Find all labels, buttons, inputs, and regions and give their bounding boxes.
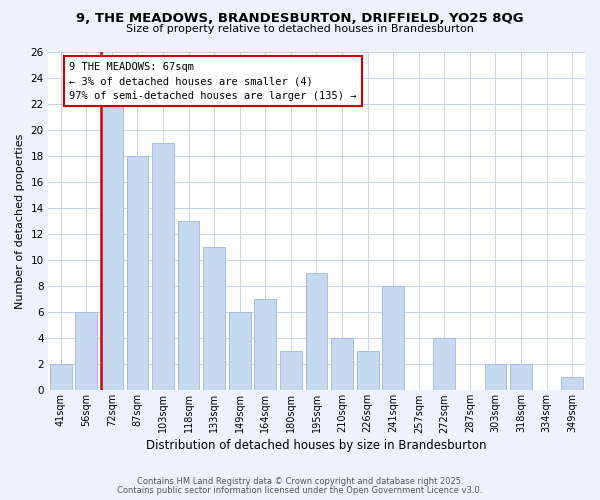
- Bar: [254, 299, 276, 390]
- Bar: [127, 156, 148, 390]
- Bar: [229, 312, 251, 390]
- Bar: [101, 104, 123, 391]
- Bar: [305, 273, 328, 390]
- Bar: [280, 351, 302, 391]
- Text: Size of property relative to detached houses in Brandesburton: Size of property relative to detached ho…: [126, 24, 474, 34]
- Bar: [331, 338, 353, 390]
- Bar: [203, 247, 225, 390]
- Bar: [485, 364, 506, 390]
- X-axis label: Distribution of detached houses by size in Brandesburton: Distribution of detached houses by size …: [146, 440, 487, 452]
- Text: Contains public sector information licensed under the Open Government Licence v3: Contains public sector information licen…: [118, 486, 482, 495]
- Text: 9, THE MEADOWS, BRANDESBURTON, DRIFFIELD, YO25 8QG: 9, THE MEADOWS, BRANDESBURTON, DRIFFIELD…: [76, 12, 524, 26]
- Text: 9 THE MEADOWS: 67sqm
← 3% of detached houses are smaller (4)
97% of semi-detache: 9 THE MEADOWS: 67sqm ← 3% of detached ho…: [70, 62, 357, 102]
- Bar: [178, 221, 199, 390]
- Bar: [76, 312, 97, 390]
- Bar: [562, 377, 583, 390]
- Bar: [50, 364, 71, 390]
- Bar: [382, 286, 404, 391]
- Bar: [433, 338, 455, 390]
- Bar: [510, 364, 532, 390]
- Bar: [152, 142, 174, 390]
- Y-axis label: Number of detached properties: Number of detached properties: [15, 133, 25, 308]
- Text: Contains HM Land Registry data © Crown copyright and database right 2025.: Contains HM Land Registry data © Crown c…: [137, 477, 463, 486]
- Bar: [357, 351, 379, 391]
